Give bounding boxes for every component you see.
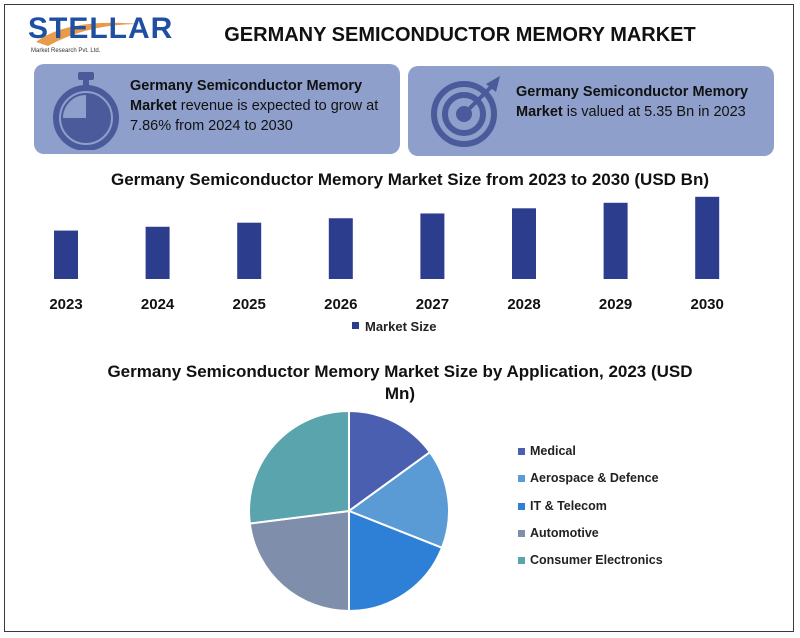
bar-chart-title: Germany Semiconductor Memory Market Size… — [110, 170, 709, 189]
page-frame — [4, 4, 794, 632]
x-tick-label: 2025 — [233, 296, 266, 313]
value-card-body: is valued at 5.35 Bn in 2023 — [562, 104, 746, 120]
x-tick-label: 2023 — [49, 296, 82, 313]
legend-swatch — [352, 322, 359, 329]
stellar-logo: STELLAR Market Research Pvt. Ltd. — [28, 12, 172, 56]
logo-subtitle: Market Research Pvt. Ltd. — [31, 48, 101, 54]
pie-slice-aerospace-defence — [346, 450, 450, 550]
pie-legend-label: Consumer Electronics — [530, 553, 663, 568]
bar-2029 — [603, 202, 628, 279]
bar-2025 — [237, 222, 262, 279]
value-card: Germany Semiconductor Memory Market is v… — [408, 66, 774, 156]
growth-card-text: Germany Semiconductor Memory Market reve… — [130, 76, 392, 136]
x-tick-label: 2030 — [691, 296, 724, 313]
logo-swoosh-icon — [36, 22, 140, 46]
growth-card: Germany Semiconductor Memory Market reve… — [34, 64, 400, 154]
x-tick-label: 2029 — [599, 296, 632, 313]
pie-legend-swatch — [518, 448, 525, 455]
pie-legend-label: Automotive — [530, 525, 599, 540]
pie-legend-swatch — [518, 529, 525, 537]
legend-label: Market Size — [365, 319, 437, 334]
bar-2023 — [54, 230, 78, 279]
x-tick-label: 2028 — [507, 296, 540, 313]
page-title: GERMANY SEMICONDUCTOR MEMORY MARKET — [224, 24, 696, 46]
value-card-text: Germany Semiconductor Memory Market is v… — [516, 82, 766, 122]
growth-card-bold: Germany Semiconductor Memory Market — [130, 78, 363, 114]
bar-2027 — [420, 213, 445, 279]
value-card-bold: Germany Semiconductor Memory Market — [516, 84, 749, 120]
pie-slice-it-telecom — [348, 509, 444, 613]
pie-legend-swatch — [518, 557, 525, 565]
pie-slice-medical — [348, 409, 432, 513]
x-tick-label: 2027 — [416, 296, 449, 313]
target-icon — [430, 74, 506, 155]
growth-card-body: revenue is expected to grow at 7.86% fro… — [130, 98, 379, 134]
pie-legend-label: Medical — [530, 444, 576, 458]
bar-2030 — [695, 196, 720, 279]
x-tick-label: 2024 — [141, 296, 175, 313]
pie-chart-title: Germany Semiconductor Memory Market Size… — [107, 362, 693, 403]
x-tick-label: 2026 — [324, 296, 357, 313]
pie-legend-label: IT & Telecom — [530, 498, 607, 513]
pie-slice-automotive — [248, 509, 350, 613]
bar-2026 — [328, 218, 353, 279]
pie-legend-label: Aerospace & Defence — [530, 471, 659, 486]
stopwatch-icon — [48, 70, 124, 155]
bar-2024 — [145, 226, 170, 279]
pie-legend-swatch — [518, 475, 525, 483]
pie-legend-swatch — [518, 502, 525, 510]
pie-slice-consumer-electronics — [248, 409, 350, 525]
bar-2028 — [512, 208, 536, 279]
logo-text: STELLAR — [28, 12, 174, 45]
